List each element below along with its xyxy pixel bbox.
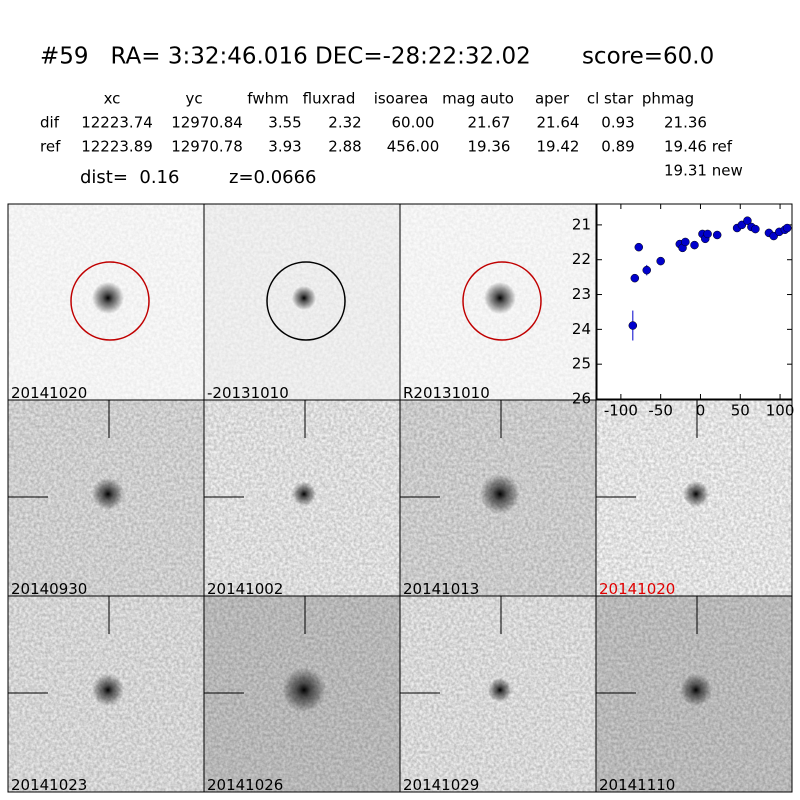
stamp-label: 20141020 [11,384,87,402]
table-cell: 21.64 [537,114,580,132]
data-point [703,229,712,239]
source [683,481,709,507]
plot-area [597,204,792,399]
new-mag: 19.31 new [664,162,743,180]
data-point [634,242,644,252]
table-cell: ref [40,138,61,156]
stamp-label: 20141002 [207,580,283,598]
table-cell: 0.89 [601,138,634,156]
stamp-label: -20131010 [207,384,289,402]
source [488,678,512,702]
table-cell: 12970.84 [171,114,243,132]
table-cell: 2.88 [328,138,361,156]
stamp-label: 20141020 [599,580,675,598]
table-cell: 12223.89 [81,138,153,156]
column-header: mag auto [442,90,514,108]
table-cell: 60.00 [392,114,435,132]
y-tick-label: 26 [572,390,591,408]
y-tick-label: 23 [572,285,591,303]
data-point [690,240,699,250]
aperture-circle [462,261,542,341]
stamp-label: 20141023 [11,776,87,794]
data-point [656,256,665,266]
data-point [628,321,638,330]
y-tick-label: 24 [572,320,591,338]
stamp-label: 20141013 [403,580,479,598]
table-cell: 21.67 [468,114,511,132]
column-header: aper [535,90,570,108]
data-point [712,230,722,240]
x-tick-label: -100 [604,402,638,420]
column-header: yc [185,90,202,108]
dist: dist= 0.16 [80,167,179,188]
table-cell: 19.36 [468,138,511,156]
source [92,674,124,706]
source [292,482,316,506]
stamp-frame [595,595,793,793]
source [480,474,520,514]
column-header: isoarea [374,90,429,108]
table-cell: 12223.74 [81,114,153,132]
data-point [681,237,690,247]
data-point [782,223,792,233]
column-header: cl star [587,90,634,108]
data-point [743,216,752,225]
table-cell: 3.93 [268,138,301,156]
table-cell: 12970.78 [171,138,243,156]
data-point [751,224,760,234]
data-point [630,273,640,283]
column-header: phmag [642,90,694,108]
table-cell: 19.46 ref [664,138,733,156]
stamp-label: R20131010 [403,384,490,402]
table-cell: 3.55 [268,114,301,132]
source [484,282,516,314]
plot-frame [596,203,793,400]
source [92,282,124,314]
y-tick-label: 25 [572,355,591,373]
source [680,674,712,706]
y-tick-label: 22 [572,250,591,268]
x-tick-label: 0 [696,402,706,420]
redshift: z=0.0666 [229,167,317,188]
table-cell: 2.32 [328,114,361,132]
stamp-label: 20141026 [207,776,283,794]
table-cell: 21.36 [664,114,707,132]
source [92,478,124,510]
x-tick-label: -50 [648,402,673,420]
stamp-label: 20141029 [403,776,479,794]
table-cell: dif [40,114,60,132]
source [292,286,316,310]
aperture-circle [70,261,150,341]
table-cell: 456.00 [387,138,440,156]
column-header: xc [104,90,121,108]
source [282,668,326,712]
column-header: fluxrad [303,90,356,108]
title: #59 RA= 3:32:46.016 DEC=-28:22:32.02 sco… [40,44,714,70]
aperture-circle [266,261,346,341]
stamp-label: 20141110 [599,776,675,794]
stamp-label: 20140930 [11,580,87,598]
x-tick-label: 100 [766,402,795,420]
data-point [642,265,651,275]
table-cell: 19.42 [537,138,580,156]
table-cell: 0.93 [601,114,634,132]
x-tick-label: 50 [731,402,750,420]
column-header: fwhm [247,90,288,108]
y-tick-label: 21 [572,215,591,233]
